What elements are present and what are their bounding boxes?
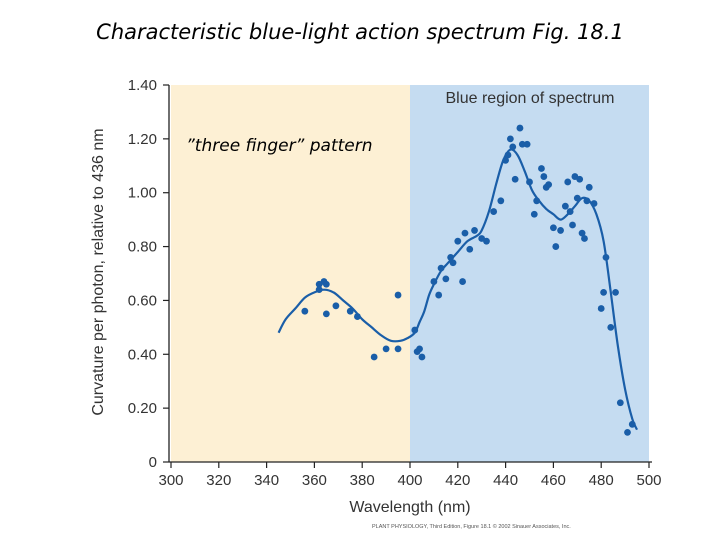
data-point — [590, 200, 598, 207]
data-point — [552, 243, 560, 250]
data-points-group — [301, 124, 636, 436]
blue-region-band — [410, 85, 649, 462]
x-tick-label: 300 — [158, 472, 183, 489]
y-tick-label: 0.20 — [128, 400, 157, 417]
y-tick-label: 1.40 — [128, 77, 157, 94]
data-point — [466, 245, 474, 253]
data-point — [418, 353, 426, 361]
data-point — [322, 310, 330, 318]
data-point — [561, 202, 569, 210]
data-point — [315, 286, 323, 294]
data-point — [394, 291, 402, 299]
data-point — [540, 173, 548, 180]
data-point — [416, 345, 423, 353]
data-point — [511, 175, 519, 183]
data-point — [516, 124, 524, 132]
x-tick-label: 500 — [636, 472, 661, 489]
slide-title: Characteristic blue-light action spectru… — [96, 20, 624, 44]
data-point — [600, 288, 607, 296]
y-axis: 0 0.20 0.40 0.60 0.80 1.00 1.20 1.40 — [128, 77, 170, 471]
data-point — [459, 278, 466, 285]
data-point — [530, 210, 538, 218]
data-point — [557, 227, 564, 234]
data-point — [569, 221, 576, 229]
data-point — [578, 229, 586, 237]
figure-credit: PLANT PHYSIOLOGY, Third Edition, Figure … — [372, 524, 571, 530]
x-tick-label: 360 — [302, 472, 327, 489]
data-point — [442, 275, 450, 283]
data-point — [437, 264, 445, 272]
data-point — [370, 353, 378, 361]
data-point — [585, 183, 593, 191]
blue-region-label: Blue region of spectrum — [446, 90, 615, 107]
data-point — [533, 197, 541, 205]
data-point — [573, 194, 581, 202]
data-point — [430, 278, 438, 285]
data-point — [447, 253, 455, 261]
data-point — [509, 143, 517, 151]
data-point — [545, 181, 553, 189]
data-point — [382, 345, 390, 353]
data-point — [461, 229, 469, 237]
y-tick-label: 1.20 — [128, 131, 157, 148]
data-point — [566, 208, 574, 215]
data-point — [471, 227, 478, 234]
data-point — [497, 197, 505, 205]
data-point — [449, 259, 457, 267]
data-point — [612, 288, 619, 296]
three-finger-annotation: ”three finger” pattern — [186, 136, 373, 156]
data-point — [526, 178, 533, 186]
y-tick-label: 0.40 — [128, 346, 157, 363]
visible-region-band — [171, 85, 410, 462]
data-point — [411, 326, 419, 334]
x-tick-label: 380 — [350, 472, 375, 489]
x-axis: 300 320 340 360 380 400 420 440 460 480 500 — [158, 461, 662, 489]
x-tick-label: 320 — [206, 472, 231, 489]
data-point — [504, 151, 512, 159]
data-point — [602, 253, 610, 261]
fit-curve-group — [277, 148, 639, 431]
data-point — [628, 420, 636, 428]
data-point — [301, 307, 309, 315]
x-tick-label: 480 — [589, 472, 614, 489]
data-point — [322, 280, 330, 288]
data-point — [550, 224, 557, 232]
data-point — [483, 237, 490, 245]
data-point — [523, 140, 531, 148]
x-tick-label: 400 — [397, 472, 422, 489]
x-tick-label: 420 — [445, 472, 470, 489]
data-point — [624, 428, 631, 436]
data-point — [332, 302, 340, 310]
data-point — [607, 323, 615, 331]
y-tick-label: 0.80 — [128, 239, 157, 256]
x-axis-label: Wavelength (nm) — [349, 499, 470, 516]
data-point — [564, 178, 572, 186]
data-point — [346, 307, 354, 315]
data-point — [518, 140, 526, 148]
data-point — [583, 197, 591, 205]
x-tick-label: 460 — [541, 472, 566, 489]
y-tick-label: 0.60 — [128, 292, 157, 309]
y-tick-label: 0 — [149, 454, 157, 471]
data-point — [490, 208, 498, 215]
x-tick-label: 340 — [254, 472, 279, 489]
x-tick-label: 440 — [493, 472, 518, 489]
data-point — [538, 165, 545, 172]
data-point — [502, 157, 509, 164]
data-point — [581, 235, 588, 242]
data-point — [616, 399, 624, 407]
data-point — [576, 175, 584, 183]
data-point — [435, 291, 443, 299]
y-tick-label: 1.00 — [128, 185, 157, 202]
data-point — [506, 135, 514, 143]
data-point — [394, 345, 402, 353]
data-point — [454, 237, 462, 245]
y-axis-label: Curvature per photon, relative to 436 nm — [90, 128, 107, 415]
data-point — [597, 305, 605, 312]
fit-curve — [277, 148, 639, 431]
data-point — [354, 313, 361, 320]
